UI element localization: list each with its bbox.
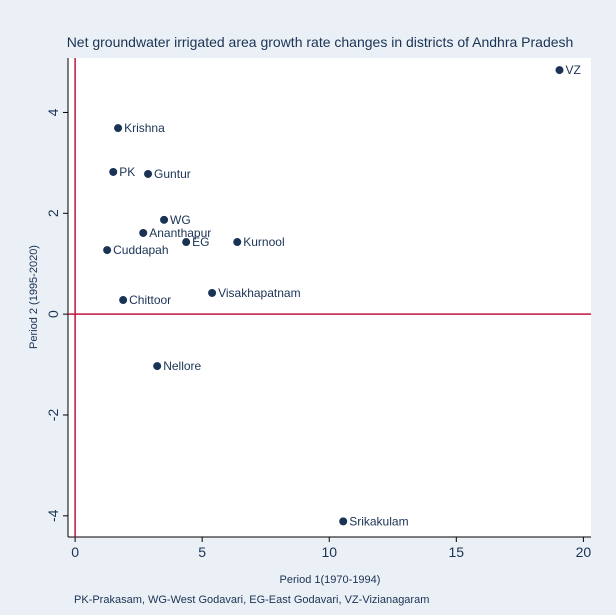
point-label: Ananthapur: [149, 226, 211, 240]
point-label: PK: [119, 165, 135, 179]
point-label: Kurnool: [243, 235, 284, 249]
point: [208, 288, 217, 297]
point: [103, 246, 112, 255]
point-label: VZ: [565, 63, 580, 77]
point: [114, 124, 123, 133]
x-axis-label: Period 1(1970-1994): [280, 574, 381, 586]
y-axis-label: Period 2 (1995-2020): [28, 245, 40, 349]
x-tick-label: 15: [449, 544, 465, 560]
point-label: Nellore: [163, 359, 201, 373]
x-tick-label: 5: [198, 544, 206, 560]
point-label: Krishna: [124, 121, 165, 135]
y-tick-label: -2: [45, 409, 61, 422]
point-label: Srikakulam: [349, 514, 408, 528]
x-tick-label: 20: [576, 544, 592, 560]
point: [339, 517, 348, 526]
point-label: Chittoor: [129, 293, 171, 307]
point: [139, 228, 148, 237]
plot-area: [68, 58, 591, 537]
note: PK-Prakasam, WG-West Godavari, EG-East G…: [74, 594, 429, 606]
point-label: Cuddapah: [113, 243, 168, 257]
x-tick-label: 10: [321, 544, 337, 560]
point: [182, 238, 191, 247]
chart-title: Net groundwater irrigated area growth ra…: [67, 34, 574, 50]
point-label: EG: [192, 235, 209, 249]
y-tick-label: -4: [45, 509, 61, 522]
x-tick-label: 0: [71, 544, 79, 560]
point: [109, 167, 118, 176]
point: [144, 169, 153, 178]
y-tick-label: 4: [45, 108, 61, 116]
point-label: WG: [170, 213, 191, 227]
point: [233, 238, 242, 247]
point: [153, 362, 162, 371]
point-label: Guntur: [154, 167, 191, 181]
y-tick-label: 0: [45, 310, 61, 318]
point-label: Visakhapatnam: [218, 286, 301, 300]
point: [119, 296, 128, 305]
y-tick-label: 2: [45, 209, 61, 217]
point: [555, 66, 564, 75]
point: [160, 215, 169, 224]
